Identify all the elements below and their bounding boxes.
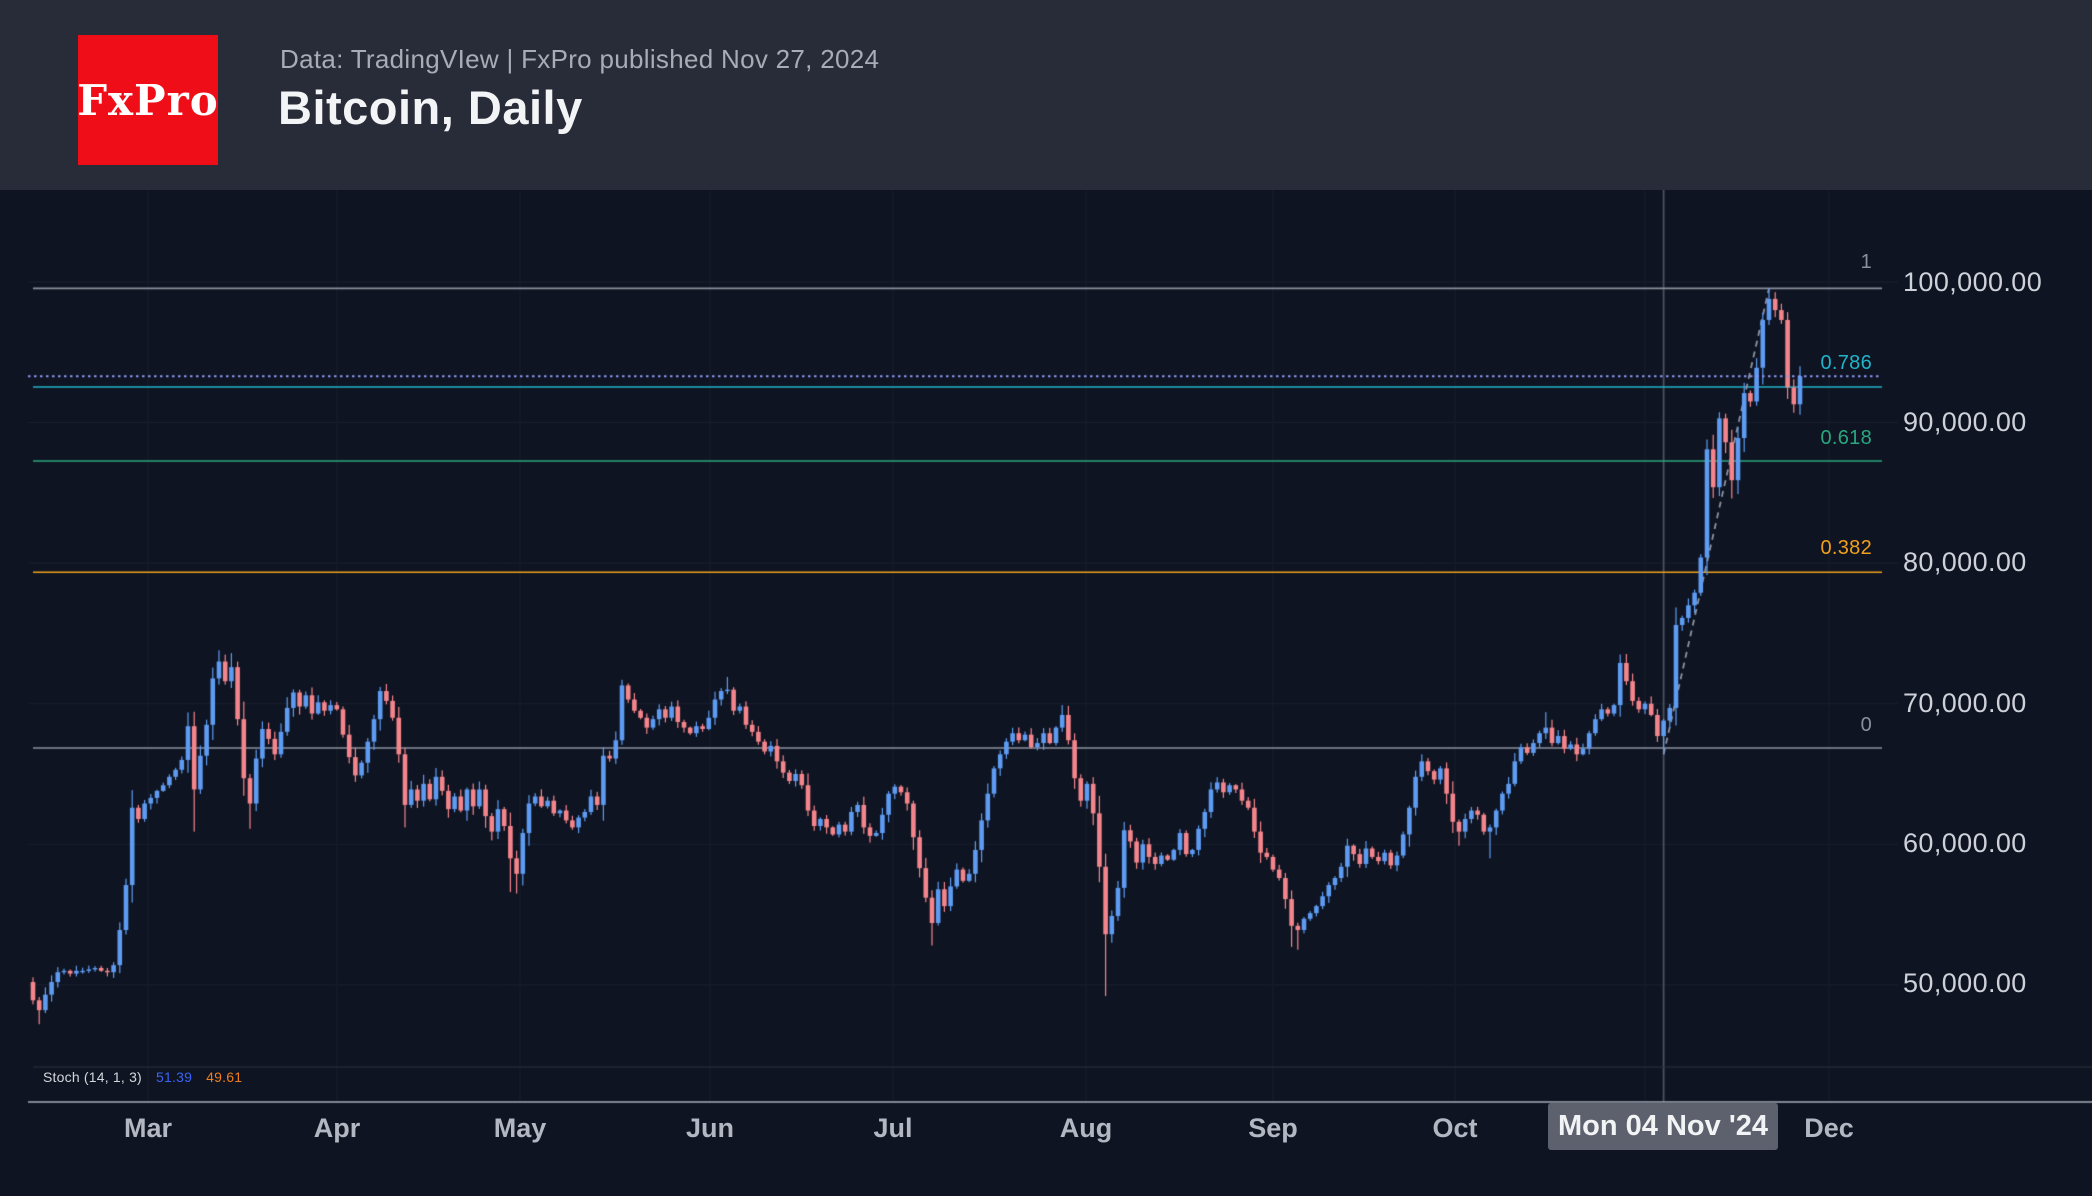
y-axis-tick: 50,000.00 <box>1903 968 2027 998</box>
x-axis-month-mar: Mar <box>123 1113 172 1143</box>
fib-level-label-1: 1 <box>1860 251 1872 273</box>
y-axis-tick: 70,000.00 <box>1903 688 2027 718</box>
stoch-label: Stoch (14, 1, 3) <box>43 1069 142 1085</box>
fib-level-label-0382: 0.382 <box>1820 537 1872 559</box>
y-axis-tick: 80,000.00 <box>1903 547 2027 577</box>
fib-level-label-0: 0 <box>1860 714 1872 736</box>
y-axis-tick: 100,000.00 <box>1903 267 2043 297</box>
x-axis-month-sep: Sep <box>1248 1113 1298 1143</box>
y-axis-tick: 90,000.00 <box>1903 407 2027 437</box>
crosshair-date-label: Mon 04 Nov '24 <box>1548 1103 1778 1150</box>
source-attribution: Data: TradingVIew | FxPro published Nov … <box>280 44 880 74</box>
x-axis-month-may: May <box>493 1113 547 1143</box>
fib-level-label-0786: 0.786 <box>1820 352 1872 374</box>
fxpro-logo-text: FxPro <box>77 75 219 125</box>
fib-level-label-0618: 0.618 <box>1820 427 1872 449</box>
candlestick-chart-canvas[interactable] <box>0 190 2092 1196</box>
x-axis-month-aug: Aug <box>1059 1113 1113 1143</box>
fxpro-logo: FxPro <box>77 35 219 165</box>
stoch-d-value: 49.61 <box>206 1069 243 1085</box>
y-axis-tick: 60,000.00 <box>1903 828 2027 858</box>
x-axis-month-dec: Dec <box>1804 1113 1854 1143</box>
x-axis-month-jul: Jul <box>873 1113 913 1143</box>
page-title: Bitcoin, Daily <box>278 81 583 134</box>
header-bar: FxPro Data: TradingVIew | FxPro publishe… <box>0 0 2092 190</box>
stoch-k-value: 51.39 <box>156 1069 193 1085</box>
x-axis-month-oct: Oct <box>1432 1113 1478 1143</box>
x-axis-month-jun: Jun <box>685 1113 734 1143</box>
stochastic-indicator-readout: Stoch (14, 1, 3) 51.39 49.61 <box>43 1069 252 1091</box>
x-axis-month-apr: Apr <box>313 1113 361 1143</box>
chart-area: 100,000.00 90,000.00 80,000.00 70,000.00… <box>0 190 2092 1196</box>
